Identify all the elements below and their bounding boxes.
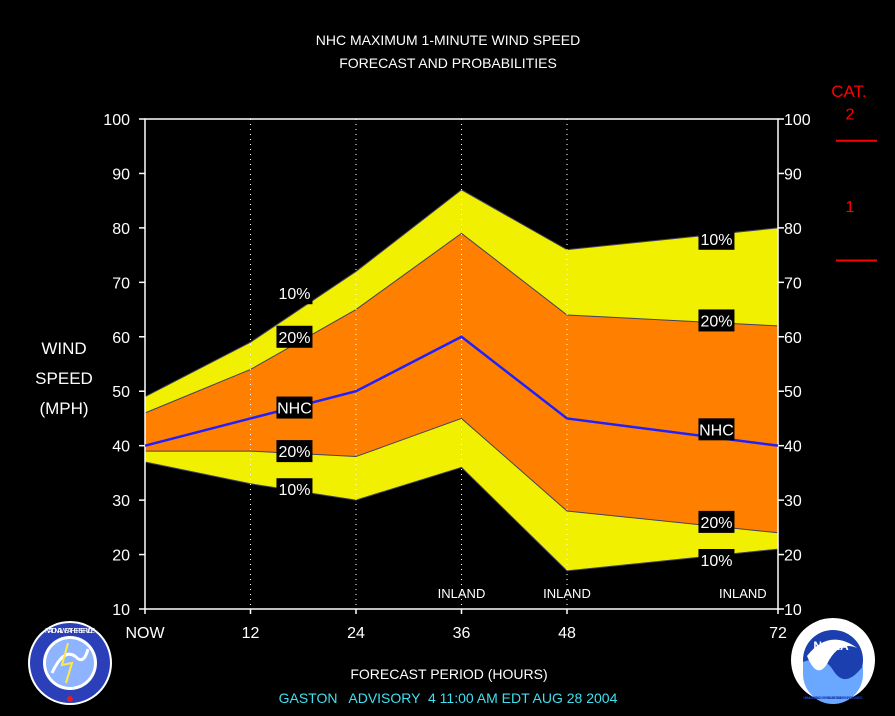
y-axis-right: 10 20 30 40 50 60 70 80 90 100 — [778, 112, 811, 619]
inland-label-1: INLAND — [543, 586, 591, 601]
x-tick-label-NOW: NOW — [125, 625, 165, 642]
series-label-text: 10% — [278, 482, 310, 499]
y-tick-label-left-10: 10 — [112, 602, 130, 619]
dotted-gridlines — [250, 119, 568, 609]
x-tick-label-48: 48 — [558, 625, 576, 642]
nws-logo: NATIONAL WEATHER SERVICE — [28, 621, 112, 705]
series-label-4: 10% — [276, 478, 313, 501]
category-scale: CAT. 2 1 — [831, 82, 877, 262]
series-label-bg — [276, 440, 313, 463]
y-tick-label-left-20: 20 — [112, 548, 130, 565]
series-label-5: 10% — [698, 227, 735, 250]
series-label-bg — [276, 396, 313, 419]
inland-label-0: INLAND — [438, 586, 486, 601]
x-tick-label-12: 12 — [242, 625, 260, 642]
noaa-logo: NOAA NATIONAL OCEANIC AND ATMOSPHERIC AD… — [791, 618, 875, 704]
y-axis-label-line-1: WIND — [41, 339, 86, 358]
probability-bands — [144, 189, 779, 572]
series-label-8: 20% — [698, 510, 735, 533]
y-tick-label-left-80: 80 — [112, 221, 130, 238]
forecast-line-group — [144, 335, 779, 447]
series-label-bg — [698, 418, 735, 441]
y-tick-label-right-40: 40 — [784, 439, 802, 456]
y-tick-label-left-40: 40 — [112, 439, 130, 456]
series-label-text: 20% — [278, 444, 310, 461]
band-20-percent — [145, 233, 778, 533]
series-label-text: 20% — [700, 313, 732, 330]
y-tick-label-right-80: 80 — [784, 221, 802, 238]
series-labels: 10% 20% NHC 20% 10% 10% 20% NHC 20% 10% — [276, 227, 735, 571]
series-label-9: 10% — [698, 549, 735, 571]
chart-title: NHC MAXIMUM 1-MINUTE WIND SPEED — [316, 32, 580, 48]
category-label-1: 1 — [846, 199, 855, 216]
series-label-bg — [276, 478, 313, 501]
series-label-6: 20% — [698, 309, 735, 332]
series-label-text: NHC — [699, 422, 734, 439]
category-header: CAT. — [831, 82, 867, 101]
band-edge-lower-10 — [144, 461, 779, 572]
series-label-bg — [698, 309, 735, 332]
y-tick-label-right-70: 70 — [784, 275, 802, 292]
y-tick-label-right-30: 30 — [784, 493, 802, 510]
chart-subtitle: FORECAST AND PROBABILITIES — [339, 55, 557, 71]
series-label-bg — [698, 510, 735, 533]
y-axis-label-line-3: (MPH) — [39, 399, 88, 418]
y-tick-label-left-30: 30 — [112, 493, 130, 510]
series-label-bg — [698, 227, 735, 250]
y-tick-label-right-10: 10 — [784, 602, 802, 619]
series-label-text: 10% — [700, 232, 732, 249]
series-label-text: 10% — [278, 286, 310, 303]
x-axis: NOW 12 24 36 48 72 — [125, 609, 787, 642]
series-label-1: 20% — [276, 325, 313, 348]
series-label-3: 20% — [276, 440, 313, 463]
nhc-forecast-line — [144, 335, 779, 447]
series-label-7: NHC — [698, 418, 735, 441]
series-label-text: NHC — [277, 401, 312, 418]
series-label-bg — [276, 325, 313, 348]
x-tick-label-72: 72 — [769, 625, 787, 642]
y-axis-label-line-2: SPEED — [35, 369, 93, 388]
y-tick-label-right-50: 50 — [784, 384, 802, 401]
series-label-text: 20% — [700, 515, 732, 532]
x-axis-label: FORECAST PERIOD (HOURS) — [350, 666, 547, 682]
y-tick-label-left-90: 90 — [112, 166, 130, 183]
series-label-0: 10% — [276, 282, 313, 305]
nws-logo-text: NATIONAL WEATHER SERVICE — [45, 628, 95, 635]
series-label-text: 20% — [278, 330, 310, 347]
series-label-bg — [698, 549, 735, 571]
advisory-footer: GASTON ADVISORY 4 11:00 AM EDT AUG 28 20… — [279, 690, 618, 706]
y-tick-label-left-50: 50 — [112, 384, 130, 401]
y-axis-left: 10 20 30 40 50 60 70 80 90 100 — [103, 112, 145, 619]
y-tick-label-right-100: 100 — [784, 112, 811, 129]
y-tick-label-left-100: 100 — [103, 112, 130, 129]
inland-labels: INLAND INLAND INLAND — [438, 586, 767, 601]
y-tick-label-left-70: 70 — [112, 275, 130, 292]
band-edge-upper-10 — [144, 189, 779, 398]
series-label-bg — [276, 282, 313, 305]
category-label-2: 2 — [846, 107, 855, 124]
noaa-logo-text: NOAA — [813, 639, 849, 653]
noaa-ring-text: NATIONAL OCEANIC AND ATMOSPHERIC ADMINIS… — [803, 695, 863, 700]
x-tick-label-24: 24 — [347, 625, 365, 642]
series-label-text: 10% — [700, 553, 732, 570]
y-tick-label-left-60: 60 — [112, 330, 130, 347]
x-tick-label-36: 36 — [453, 625, 471, 642]
series-label-2: NHC — [276, 396, 313, 419]
y-tick-label-right-20: 20 — [784, 548, 802, 565]
band-edge-lower-20 — [145, 417, 779, 534]
y-tick-label-right-90: 90 — [784, 166, 802, 183]
band-edge-upper-20 — [144, 232, 779, 414]
inland-label-2: INLAND — [719, 586, 767, 601]
y-tick-label-right-60: 60 — [784, 330, 802, 347]
